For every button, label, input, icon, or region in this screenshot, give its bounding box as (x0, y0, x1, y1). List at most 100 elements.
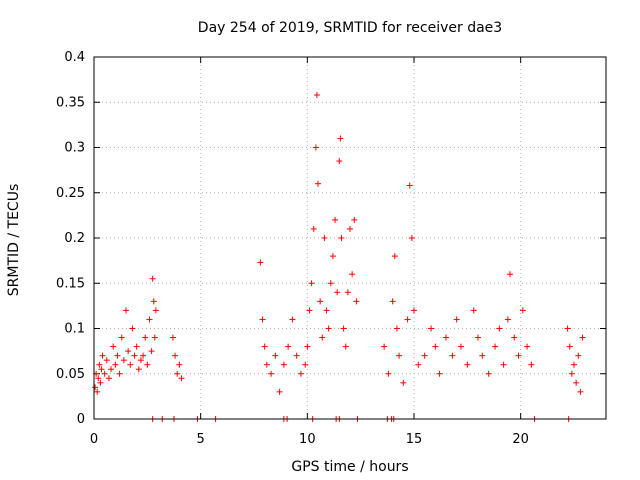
data-point (332, 216, 339, 223)
data-point (566, 343, 573, 350)
data-point (344, 289, 351, 296)
data-point (306, 307, 313, 314)
data-point (349, 271, 356, 278)
data-point (133, 343, 140, 350)
data-point (411, 307, 417, 314)
data-point (329, 253, 336, 260)
data-point (515, 352, 522, 359)
data-point (268, 370, 275, 377)
data-point (151, 334, 158, 341)
data-point (313, 92, 320, 99)
data-point (571, 361, 577, 368)
data-point (327, 280, 334, 287)
y-tick-label: 0.05 (56, 367, 85, 382)
data-point (178, 375, 185, 382)
data-point (496, 325, 503, 332)
data-point (99, 352, 106, 359)
data-point (146, 316, 153, 323)
data-point (263, 361, 270, 368)
data-point (285, 343, 292, 350)
data-point (504, 316, 511, 323)
data-point (257, 259, 264, 266)
data-point (92, 384, 99, 391)
data-point (579, 334, 586, 341)
data-point (393, 325, 400, 332)
data-point (351, 216, 358, 223)
data-point (449, 352, 456, 359)
data-point (297, 370, 304, 377)
data-point (97, 379, 104, 386)
data-point (337, 135, 344, 142)
data-point (123, 307, 129, 314)
data-point (443, 334, 449, 341)
y-tick-label: 0.1 (64, 322, 85, 337)
data-point (415, 361, 422, 368)
data-point (289, 316, 296, 323)
y-tick-label: 0.3 (64, 141, 85, 156)
x-axis-label: GPS time / hours (291, 459, 408, 475)
data-point (336, 158, 343, 165)
data-point (500, 361, 507, 368)
y-tick-label: 0.15 (56, 276, 85, 291)
data-point (101, 370, 108, 377)
data-point (432, 343, 439, 350)
data-point (408, 235, 415, 241)
data-point (485, 370, 492, 377)
data-point (400, 379, 407, 386)
data-point (259, 316, 266, 323)
data-point (302, 361, 309, 368)
x-tick-label: 10 (299, 432, 316, 447)
data-point (479, 352, 486, 359)
data-point (573, 379, 580, 386)
data-point (568, 370, 575, 377)
data-point (149, 275, 156, 282)
plot-frame (93, 56, 607, 420)
data-point (152, 307, 159, 314)
data-point (272, 352, 279, 359)
data-point (340, 325, 347, 332)
x-tick-label: 15 (406, 432, 423, 447)
data-point (174, 370, 181, 377)
data-point (470, 307, 477, 314)
y-tick-label: 0.35 (56, 95, 85, 110)
data-point (176, 361, 183, 368)
data-point (319, 334, 326, 341)
data-point (94, 388, 101, 395)
data-point (140, 352, 147, 359)
data-point (457, 343, 464, 350)
chart-title: Day 254 of 2019, SRMTID for receiver dae… (198, 20, 502, 36)
data-point (315, 180, 321, 187)
data-point (98, 366, 105, 373)
data-point (577, 388, 584, 395)
x-tick-label: 20 (512, 432, 529, 447)
data-point (116, 370, 123, 377)
data-point (396, 352, 403, 359)
data-point (125, 348, 132, 355)
data-point (338, 235, 345, 241)
data-point (528, 361, 535, 368)
data-point (453, 316, 460, 323)
x-tick-label: 5 (197, 432, 205, 447)
data-point (507, 271, 513, 278)
data-point (519, 307, 526, 314)
data-point (129, 325, 136, 332)
data-point (293, 352, 300, 359)
x-tick-label: 0 (90, 432, 98, 447)
data-point (342, 343, 349, 350)
data-point (312, 144, 319, 151)
y-tick-label: 0.2 (64, 231, 85, 246)
y-tick-label: 0 (77, 412, 85, 427)
data-point (118, 334, 125, 341)
data-point (142, 334, 149, 341)
data-point (428, 325, 435, 332)
data-point (108, 366, 115, 373)
data-point (95, 375, 102, 382)
tick-labels: 0 0.05 0.1 0.15 0.2 0.25 0.3 0.35 0.4 0 5 10 15 20 (56, 50, 529, 447)
data-point (96, 361, 103, 368)
data-point (280, 361, 287, 368)
data-point (150, 298, 157, 305)
data-point (475, 334, 481, 341)
data-point (436, 370, 443, 377)
data-point (492, 343, 499, 350)
